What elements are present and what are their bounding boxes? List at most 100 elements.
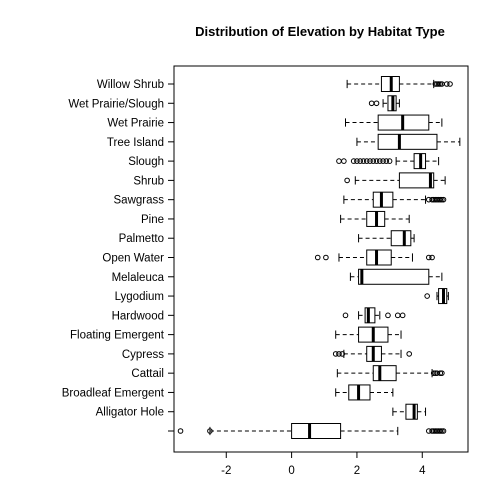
outlier-point: [177, 428, 184, 434]
outlier-point: [386, 158, 393, 164]
outlier-point: [323, 254, 329, 261]
x-axis: -2 0 2 4: [221, 452, 426, 477]
box-group: [336, 365, 445, 382]
box-group: [342, 307, 406, 324]
y-tick-label: Melaleuca: [112, 272, 165, 284]
outlier-point: [339, 351, 346, 357]
box-group: [356, 133, 461, 150]
outlier-point: [336, 351, 342, 357]
y-tick-label: Open Water: [102, 253, 164, 265]
outlier-point: [373, 100, 380, 107]
y-tick-label: Alligator Hole: [96, 407, 164, 419]
boxes-layer: [177, 76, 461, 439]
x-tick-label: -2: [221, 465, 231, 477]
y-tick-label: Lygodium: [115, 291, 164, 303]
outlier-point: [430, 370, 437, 376]
iqr-box: [358, 268, 430, 285]
x-tick-label: 4: [419, 465, 426, 477]
iqr-box: [377, 133, 438, 150]
outlier-point: [368, 100, 375, 107]
y-tick-label: Willow Shrub: [97, 79, 164, 91]
outlier-point: [439, 196, 445, 203]
iqr-box: [390, 230, 412, 247]
y-tick-label: Slough: [128, 156, 164, 168]
box-group: [346, 76, 453, 92]
x-tick-label: 2: [354, 465, 360, 477]
outlier-point: [336, 158, 342, 164]
box-group: [392, 403, 427, 420]
box-group: [336, 153, 440, 170]
chart-title: Distribution of Elevation by Habitat Typ…: [195, 24, 445, 39]
box-group: [349, 268, 443, 285]
y-tick-label: Broadleaf Emergent: [62, 387, 165, 399]
outlier-point: [443, 81, 450, 87]
y-axis: Willow Shrub Wet Prairie/Slough Wet Prairi…: [62, 79, 174, 432]
outlier-point: [447, 81, 453, 87]
y-tick-label: Wet Prairie: [107, 118, 164, 130]
y-tick-label: Floating Emergent: [70, 330, 165, 342]
iqr-box: [291, 423, 342, 439]
outlier-point: [207, 428, 213, 434]
box-group: [344, 172, 446, 189]
box-group: [335, 326, 402, 343]
outlier-point: [429, 254, 435, 261]
outlier-point: [377, 158, 383, 164]
box-group: [368, 95, 400, 112]
outlier-point: [437, 81, 444, 87]
y-tick-label: Shrub: [133, 175, 164, 187]
iqr-box: [372, 365, 397, 382]
outlier-point: [350, 158, 357, 164]
box-group: [332, 345, 413, 362]
y-tick-label: Cypress: [122, 349, 164, 361]
iqr-box: [364, 307, 376, 324]
x-tick-label: 0: [288, 465, 294, 477]
outlier-point: [363, 158, 370, 164]
outlier-point: [437, 196, 444, 203]
outlier-point: [357, 158, 364, 164]
box-group: [343, 191, 447, 208]
y-tick-label: Wet Prairie/Slough: [68, 98, 164, 110]
outlier-point: [370, 158, 377, 164]
box-group: [177, 423, 447, 439]
iqr-box: [398, 172, 435, 189]
box-group: [314, 249, 435, 266]
outlier-point: [314, 254, 321, 261]
outlier-point: [385, 312, 391, 319]
iqr-box: [405, 403, 418, 420]
outlier-point: [354, 158, 360, 164]
box-group: [335, 384, 394, 401]
outlier-point: [437, 370, 444, 376]
box-group: [358, 230, 415, 247]
outlier-point: [399, 312, 406, 319]
y-tick-label: Palmetto: [119, 233, 164, 245]
outlier-point: [332, 351, 339, 357]
box-group: [340, 210, 410, 227]
iqr-box: [372, 191, 394, 208]
outlier-point: [406, 351, 413, 357]
outlier-point: [435, 81, 442, 87]
box-group: [345, 114, 443, 131]
outlier-point: [440, 428, 447, 434]
y-tick-label: Hardwood: [112, 310, 164, 322]
outlier-point: [367, 158, 373, 164]
iqr-box: [366, 249, 392, 266]
outlier-point: [380, 158, 386, 164]
outlier-point: [439, 370, 445, 376]
outlier-point: [342, 312, 349, 319]
plot-border: [173, 65, 469, 453]
y-tick-label: Pine: [141, 214, 164, 226]
box-group: [424, 288, 449, 305]
y-tick-label: Cattail: [131, 368, 164, 380]
outlier-point: [341, 158, 347, 164]
outlier-point: [424, 293, 430, 299]
outlier-point: [437, 428, 444, 434]
y-tick-label: Tree Island: [107, 137, 164, 149]
y-tick-label: Sawgrass: [114, 195, 165, 207]
outlier-point: [373, 158, 380, 164]
outlier-point: [360, 158, 367, 164]
outlier-point: [383, 158, 390, 164]
plot-frame: [173, 65, 469, 453]
outlier-point: [344, 177, 350, 184]
outlier-point: [440, 196, 447, 203]
